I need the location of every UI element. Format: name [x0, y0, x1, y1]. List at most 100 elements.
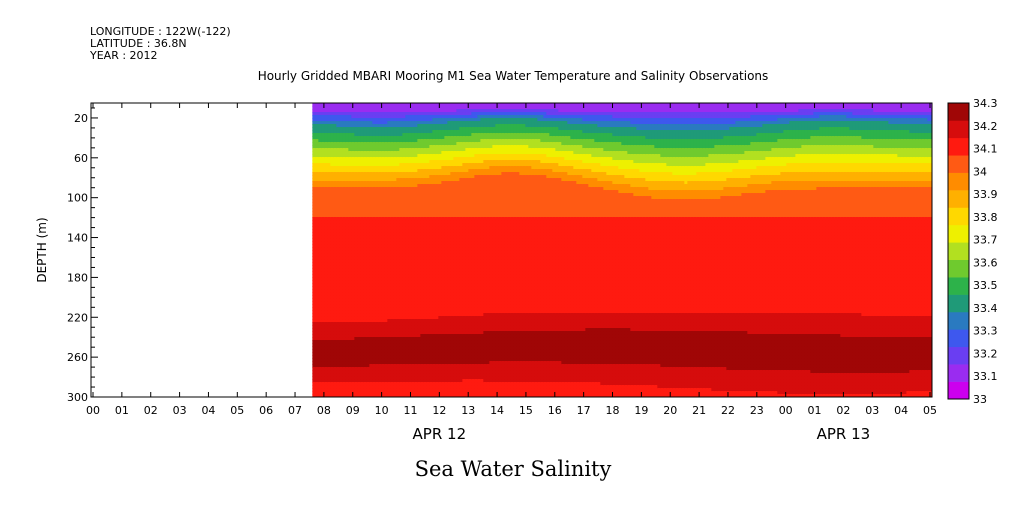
heatmap-cell [345, 358, 349, 362]
heatmap-cell [357, 328, 361, 332]
heatmap-cell [342, 214, 346, 218]
heatmap-cell [378, 361, 382, 365]
heatmap-cell [384, 289, 388, 293]
heatmap-cell [324, 115, 328, 119]
heatmap-cell [381, 226, 385, 230]
heatmap-cell [393, 115, 397, 119]
heatmap-cell [324, 268, 328, 272]
heatmap-cell [318, 343, 322, 347]
heatmap-cell [372, 229, 376, 233]
heatmap-cell [357, 283, 361, 287]
heatmap-cell [315, 238, 319, 242]
heatmap-cell [354, 352, 358, 356]
heatmap-cell [354, 382, 358, 386]
heatmap-cell [315, 334, 319, 338]
heatmap-cell [387, 214, 391, 218]
heatmap-cell [330, 199, 334, 203]
heatmap-cell [381, 217, 385, 221]
heatmap-cell [372, 343, 376, 347]
heatmap-cell [360, 211, 364, 215]
heatmap-cell [339, 280, 343, 284]
heatmap-cell [321, 136, 325, 140]
heatmap-cell [327, 130, 331, 134]
heatmap-cell [345, 256, 349, 260]
heatmap-cell [318, 268, 322, 272]
heatmap-cell [357, 358, 361, 362]
heatmap-cell [351, 151, 355, 155]
heatmap-cell [354, 328, 358, 332]
heatmap-cell [378, 241, 382, 245]
heatmap-cell [345, 367, 349, 371]
heatmap-cell [363, 310, 367, 314]
heatmap-cell [396, 379, 400, 383]
heatmap-cell [327, 115, 331, 119]
heatmap-cell [399, 106, 403, 110]
heatmap-cell [333, 127, 337, 131]
heatmap-cell [315, 151, 319, 155]
heatmap-cell [378, 169, 382, 173]
heatmap-cell [393, 184, 397, 188]
heatmap-cell [387, 373, 391, 377]
heatmap-cell [348, 124, 352, 128]
heatmap-cell [333, 145, 337, 149]
heatmap-cell [333, 319, 337, 323]
heatmap-cell [378, 181, 382, 185]
heatmap-cell [339, 238, 343, 242]
heatmap-cell [366, 283, 370, 287]
heatmap-cell [348, 196, 352, 200]
heatmap-cell [351, 355, 355, 359]
heatmap-cell [408, 118, 412, 122]
heatmap-cell [351, 172, 355, 176]
heatmap-cell [315, 301, 319, 305]
heatmap-cell [339, 244, 343, 248]
heatmap-cell [375, 289, 379, 293]
heatmap-cell [402, 334, 406, 338]
heatmap-cell [372, 196, 376, 200]
heatmap-cell [384, 307, 388, 311]
heatmap-cell [348, 280, 352, 284]
heatmap-cell [339, 118, 343, 122]
heatmap-cell [369, 259, 373, 263]
heatmap-cell [342, 136, 346, 140]
heatmap-cell [369, 190, 373, 194]
heatmap-cell [327, 208, 331, 212]
heatmap-cell [330, 388, 334, 392]
heatmap-cell [396, 154, 400, 158]
heatmap-cell [333, 142, 337, 146]
heatmap-cell [384, 319, 388, 323]
heatmap-cell [366, 292, 370, 296]
heatmap-cell [381, 382, 385, 386]
heatmap-cell [387, 298, 391, 302]
heatmap-cell [345, 235, 349, 239]
heatmap-cell [369, 109, 373, 113]
heatmap-cell [375, 211, 379, 215]
heatmap-cell [312, 271, 316, 275]
heatmap-cell [315, 346, 319, 350]
heatmap-cell [345, 139, 349, 143]
heatmap-cell [321, 103, 325, 107]
heatmap-cell [396, 211, 400, 215]
heatmap-cell [345, 388, 349, 392]
heatmap-cell [366, 148, 370, 152]
heatmap-cell [336, 340, 340, 344]
heatmap-cell [405, 394, 409, 397]
heatmap-cell [375, 112, 379, 116]
heatmap-cell [393, 169, 397, 173]
heatmap-cell [390, 118, 394, 122]
heatmap-cell [363, 250, 367, 254]
heatmap-cell [396, 145, 400, 149]
heatmap-cell [399, 172, 403, 176]
heatmap-cell [327, 283, 331, 287]
heatmap-cell [336, 115, 340, 119]
heatmap-cell [321, 265, 325, 269]
heatmap-cell [348, 229, 352, 233]
heatmap-cell [360, 340, 364, 344]
heatmap-cell [375, 178, 379, 182]
heatmap-cell [387, 352, 391, 356]
heatmap-cell [327, 244, 331, 248]
heatmap-cell [348, 211, 352, 215]
heatmap-cell [399, 136, 403, 140]
heatmap-cell [393, 331, 397, 335]
heatmap-cell [348, 385, 352, 389]
heatmap-cell [366, 355, 370, 359]
